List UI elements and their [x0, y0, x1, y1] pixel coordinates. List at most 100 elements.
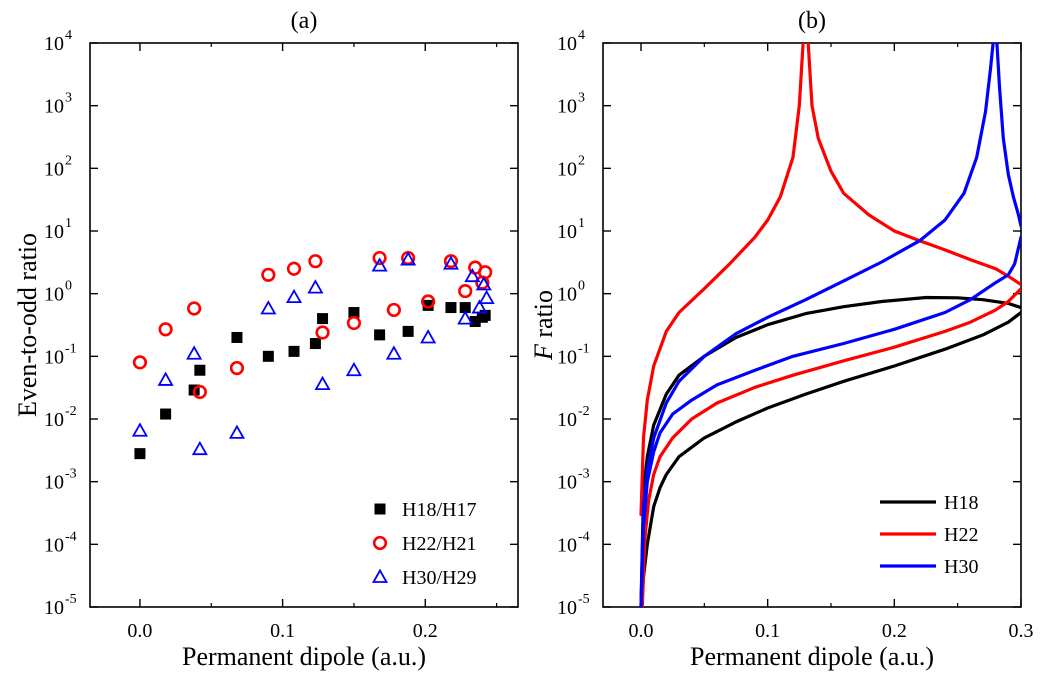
chart-a-title: (a) [291, 8, 318, 34]
chart-a-point-2-9 [345, 361, 362, 377]
chart-a-legend-marker-0 [374, 503, 386, 515]
chart-a-ytick-label: 10 [44, 221, 64, 243]
chart-a-point-1-4 [229, 360, 245, 376]
chart-b-ytick-exponent: -4 [578, 529, 590, 544]
chart-a-ytick-label: 10 [44, 534, 64, 556]
chart-b-line-1-upper [639, 43, 805, 516]
chart-a-point-2-18 [475, 276, 492, 291]
chart-b-legend-label-1: H22 [944, 524, 978, 546]
chart-b-ylabel-italic: F [529, 343, 558, 361]
chart-b-line-0-lower [639, 310, 1021, 607]
chart-a-point-0-15 [469, 315, 481, 327]
chart-b-ytick-exponent: -3 [578, 467, 590, 482]
chart-b-xtick-label: 0.3 [1009, 620, 1034, 642]
chart-b-line-1-tail [640, 287, 1021, 607]
chart-a-point-2-12 [400, 251, 417, 266]
chart-a-ytick-label: 10 [44, 96, 64, 118]
chart-a-point-0-9 [348, 307, 360, 319]
chart-b-ytick-exponent: -1 [578, 341, 590, 356]
chart-panel-b: (b) 0.0 0.1 0.2 0.310-510-410-310-210-110 01… [529, 8, 1034, 671]
chart-b-ytick-label: 10 [557, 472, 577, 494]
chart-b-line-2-tail [639, 235, 1021, 607]
chart-a-ytick-exponent: 1 [65, 216, 72, 231]
chart-a-xtick-label: 0.0 [127, 620, 152, 642]
chart-a-ytick-exponent: -4 [65, 529, 77, 544]
chart-a-point-2-14 [442, 255, 459, 270]
chart-a-point-0-8 [317, 313, 329, 325]
chart-b-ytick-exponent: 2 [578, 153, 585, 168]
chart-a-xlabel: Permanent dipole (a.u.) [182, 642, 426, 671]
chart-a-point-0-13 [445, 302, 457, 314]
chart-a-point-2-2 [186, 345, 203, 360]
chart-a-ytick-exponent: -5 [65, 592, 77, 607]
chart-a-point-0-7 [309, 338, 321, 350]
chart-a-point-0-0 [134, 448, 146, 460]
chart-a-frame [89, 42, 519, 608]
chart-b-legend: H18 H22 H30 [880, 492, 978, 578]
chart-b-xtick-label: 0.2 [882, 620, 907, 642]
chart-a-point-0-14 [459, 302, 471, 314]
chart-a-point-0-1 [160, 408, 172, 420]
chart-a-legend-label-1: H22/H21 [402, 533, 476, 555]
chart-a-point-1-3 [192, 384, 207, 400]
chart-a-point-2-4 [228, 424, 245, 439]
chart-b-line-2-upper [639, 43, 995, 607]
chart-a-legend-marker-2 [371, 568, 389, 583]
chart-a-point-1-15 [458, 283, 473, 299]
chart-b-line-2-lower [995, 43, 1021, 228]
chart-b-ytick-exponent: 4 [578, 28, 585, 43]
chart-a-point-2-6 [285, 288, 303, 304]
chart-a-point-0-5 [262, 350, 274, 362]
chart-a-point-1-6 [286, 261, 302, 276]
chart-a-ytick-label: 10 [44, 33, 64, 55]
chart-b-ytick-label: 10 [557, 96, 577, 118]
chart-a-point-0-4 [231, 331, 243, 343]
chart-a-ytick-exponent: 4 [65, 28, 72, 43]
chart-a-xtick-label: 0.2 [413, 620, 438, 642]
chart-a-point-2-11 [385, 345, 402, 360]
chart-a-point-1-11 [386, 302, 401, 318]
chart-a-point-1-7 [308, 254, 323, 269]
chart-a-xtick-label: 0.1 [270, 620, 295, 642]
chart-a-legend: H18/H17 H22/H21 H30/H29 [371, 499, 476, 589]
chart-a-point-0-17 [479, 309, 491, 321]
chart-a-legend-label-0: H18/H17 [402, 499, 476, 521]
chart-a-ytick-label: 10 [44, 346, 64, 368]
chart-a-ytick-label: 10 [44, 158, 64, 180]
chart-b-legend-label-2: H30 [944, 556, 978, 578]
chart-b-frame [602, 42, 1022, 608]
chart-b-ytick-label: 10 [557, 221, 577, 243]
chart-a-ytick-label: 10 [44, 472, 64, 494]
chart-a-legend-marker-1 [372, 535, 388, 551]
chart-a-point-2-19 [478, 289, 495, 304]
chart-a-point-2-7 [307, 279, 324, 294]
chart-b-ytick-exponent: 1 [578, 216, 585, 231]
chart-b-ylabel-rest: ratio [529, 290, 558, 344]
chart-a-ytick-exponent: 2 [65, 153, 72, 168]
chart-a-point-2-5 [260, 300, 277, 315]
chart-b-xtick-label: 0.1 [755, 620, 780, 642]
chart-a-point-2-8 [314, 375, 331, 391]
chart-a-point-0-12 [422, 299, 434, 311]
chart-b-ytick-label: 10 [557, 158, 577, 180]
chart-b-ytick-exponent: -5 [578, 592, 590, 607]
chart-a-point-2-0 [131, 422, 148, 437]
chart-a-ytick-label: 10 [44, 597, 64, 619]
chart-b-ytick-exponent: -2 [578, 404, 590, 419]
chart-a-point-0-3 [194, 364, 206, 376]
chart-a-point-2-15 [457, 310, 474, 325]
chart-a-point-2-1 [157, 371, 174, 386]
chart-a-point-1-13 [421, 294, 436, 309]
chart-b-ytick-label: 10 [557, 534, 577, 556]
chart-a-point-0-11 [402, 325, 414, 337]
chart-b-xlabel: Permanent dipole (a.u.) [690, 642, 934, 671]
chart-panel-a: (a) 0.0 0.1 0.210 -510 -410 -310 -210 -110 010 11… [13, 8, 519, 671]
chart-a-point-2-3 [191, 440, 208, 456]
chart-b-line-1-lower [806, 43, 1021, 287]
chart-b-legend-label-0: H18 [944, 492, 978, 514]
chart-b-ytick-exponent: 0 [578, 279, 585, 294]
chart-a-legend-label-2: H30/H29 [402, 567, 476, 589]
chart-a-point-1-8 [315, 325, 330, 340]
